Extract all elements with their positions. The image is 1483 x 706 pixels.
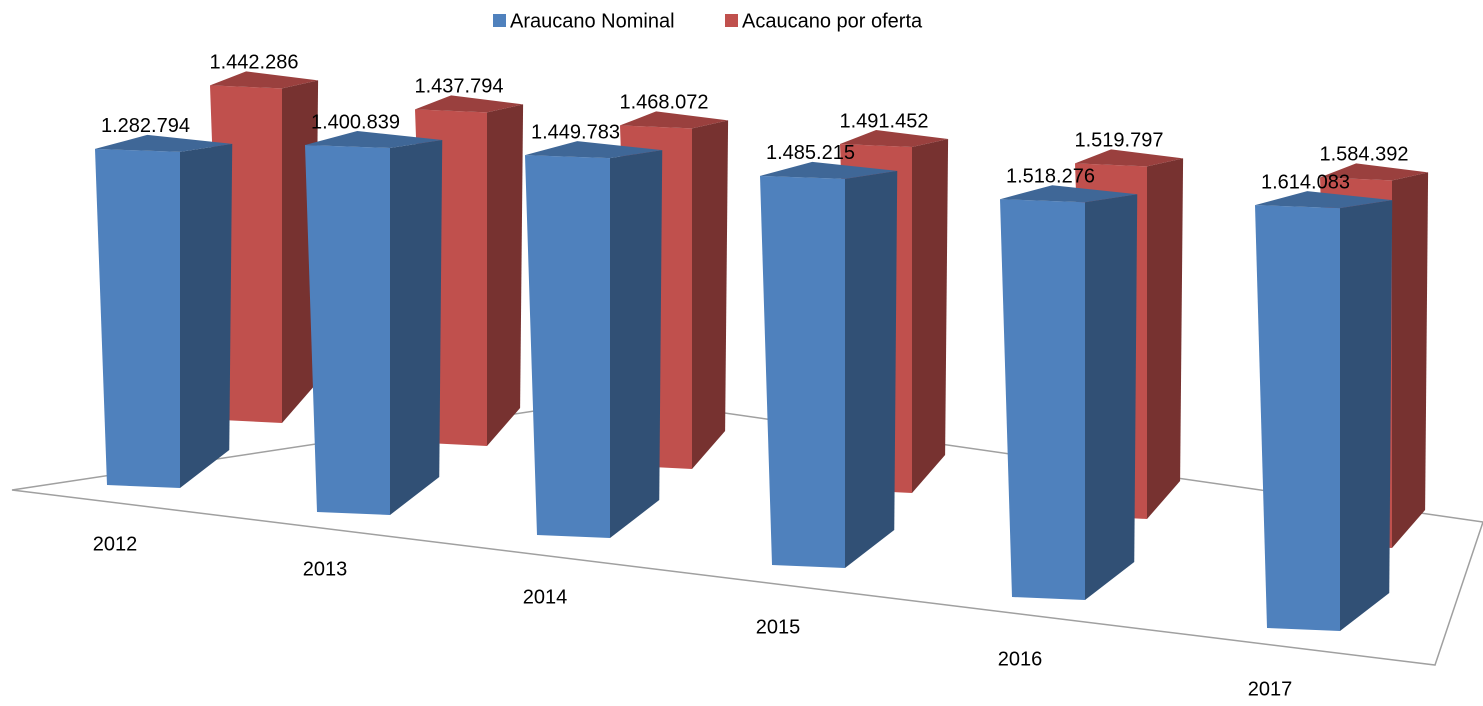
x-tick-label: 2012 <box>93 533 138 555</box>
bar-top <box>210 71 319 89</box>
bar-side <box>1147 158 1184 519</box>
x-tick-label: 2017 <box>1248 678 1293 700</box>
x-tick-label: 2015 <box>756 616 801 638</box>
data-label: 1.491.452 <box>840 110 929 132</box>
bar-top <box>840 129 949 147</box>
data-label: 1.614.083 <box>1261 171 1350 193</box>
data-label: 1.468.072 <box>620 92 709 114</box>
bar-top <box>525 141 663 159</box>
bar-top <box>95 134 233 152</box>
bar-side <box>912 138 949 493</box>
legend-swatch <box>725 14 738 27</box>
legend-swatch <box>493 14 506 27</box>
bar-side <box>390 139 443 516</box>
bar-side <box>845 170 898 569</box>
data-label: 1.449.783 <box>531 121 620 143</box>
bar-top <box>1320 163 1429 181</box>
legend-label: Acaucano por oferta <box>742 10 923 32</box>
bar-top <box>1000 185 1138 203</box>
legend-label: Araucano Nominal <box>510 10 675 32</box>
bar-side <box>1392 172 1429 548</box>
bar-side <box>487 104 524 446</box>
data-label: 1.519.797 <box>1075 130 1164 152</box>
data-label: 1.400.839 <box>311 111 400 133</box>
x-tick-label: 2013 <box>303 558 348 580</box>
bar-top <box>305 130 443 148</box>
bar-front <box>1255 205 1340 631</box>
bar-front <box>525 155 610 538</box>
data-label: 1.282.794 <box>101 115 190 137</box>
bar-front <box>95 148 180 489</box>
bar-top <box>1255 191 1393 209</box>
bar-front <box>1000 199 1085 601</box>
bar-top <box>760 161 898 179</box>
data-label: 1.442.286 <box>210 52 299 74</box>
data-label: 1.485.215 <box>766 142 855 164</box>
bar-top <box>620 111 729 129</box>
data-label: 1.518.276 <box>1006 165 1095 187</box>
bar-front <box>760 175 845 569</box>
bar-top <box>1075 149 1184 167</box>
data-label: 1.437.794 <box>415 76 504 98</box>
bar-top <box>415 95 524 113</box>
bar-side <box>610 150 663 538</box>
bar-side <box>1085 194 1138 601</box>
x-tick-label: 2016 <box>998 648 1043 670</box>
bar-side <box>1340 200 1393 631</box>
x-tick-label: 2014 <box>523 586 568 608</box>
bar-side <box>180 143 233 489</box>
data-label: 1.584.392 <box>1320 144 1409 166</box>
bar-front <box>305 144 390 516</box>
bar-side <box>692 120 729 470</box>
